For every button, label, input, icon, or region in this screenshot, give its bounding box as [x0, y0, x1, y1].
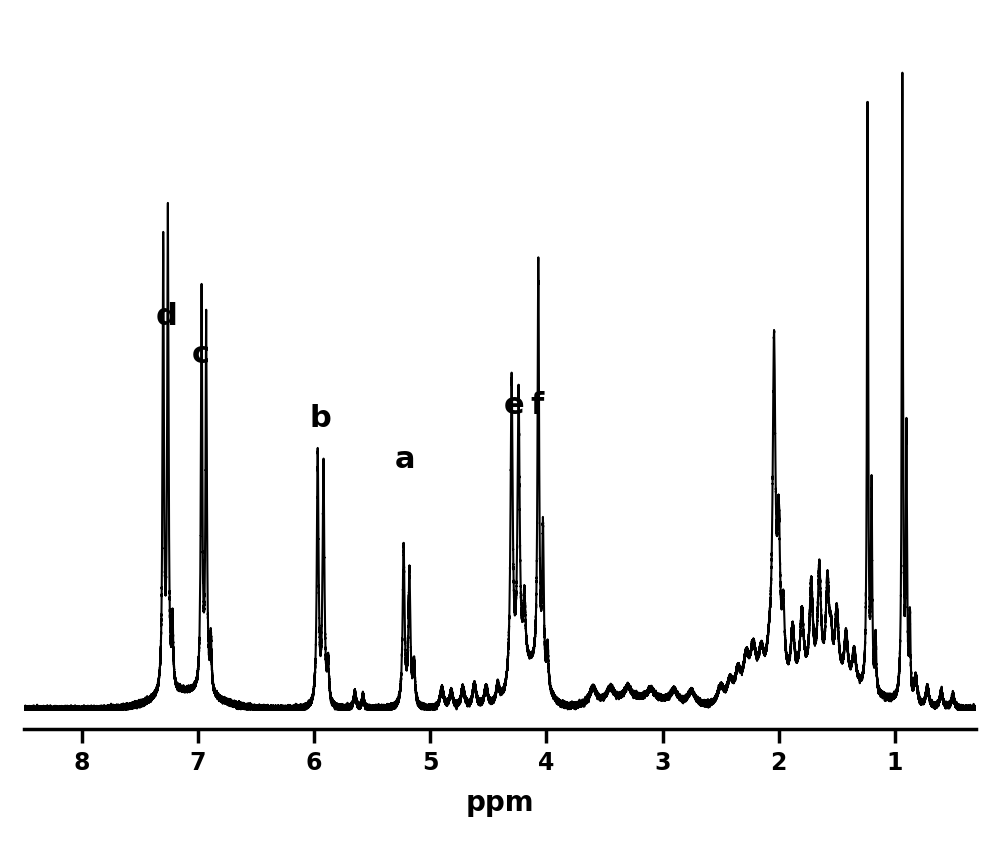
Text: e: e — [504, 391, 524, 420]
Text: c: c — [191, 340, 209, 369]
Text: a: a — [395, 445, 415, 474]
Text: b: b — [309, 404, 331, 432]
Text: d: d — [156, 302, 178, 331]
X-axis label: ppm: ppm — [466, 789, 534, 817]
Text: f: f — [531, 391, 544, 420]
